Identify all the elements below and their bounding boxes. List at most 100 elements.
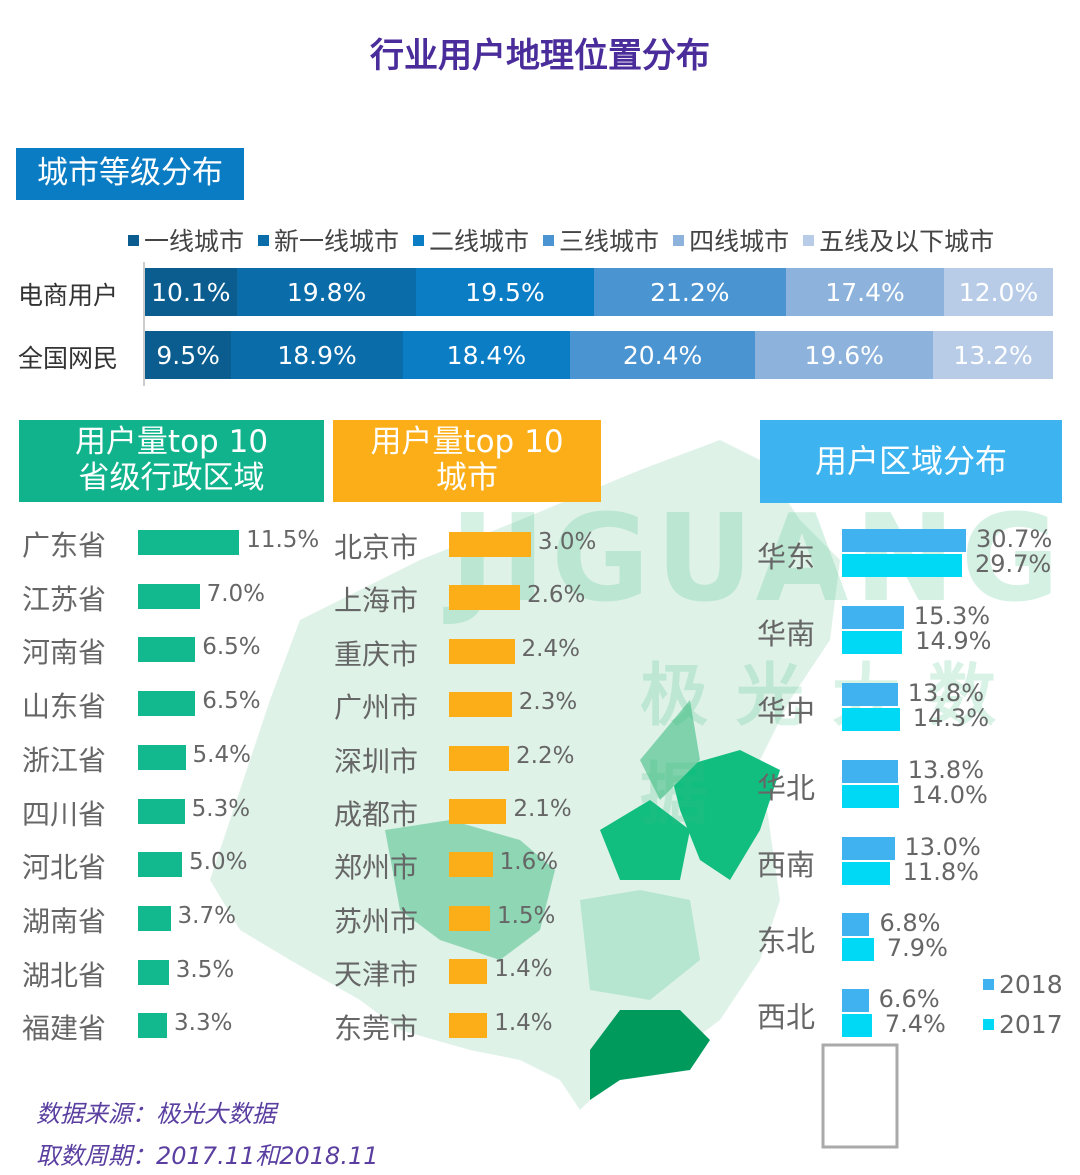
bar-segment: 18.4%	[402, 331, 570, 379]
category-label: 湖北省	[22, 958, 107, 992]
data-label: 6.6%	[878, 985, 940, 1013]
bar	[138, 583, 200, 609]
data-label: 3.3%	[174, 1010, 233, 1037]
data-label: 13.8%	[907, 679, 984, 707]
bar-segment: 13.2%	[933, 331, 1053, 379]
bar	[138, 798, 185, 824]
bar-2018	[842, 683, 898, 706]
bar	[138, 691, 196, 717]
bar-segment: 19.5%	[416, 268, 594, 316]
bar	[449, 799, 507, 824]
legend-swatch	[258, 234, 270, 246]
legend-label: 三线城市	[559, 227, 660, 256]
category-label: 北京市	[334, 531, 419, 564]
bar-segment: 12.0%	[944, 268, 1053, 316]
bar	[138, 959, 169, 985]
bar	[138, 905, 171, 931]
legend-label: 四线城市	[689, 227, 790, 256]
data-label: 6.5%	[202, 634, 261, 661]
legend-item: 三线城市	[543, 222, 659, 258]
data-label: 2.4%	[521, 635, 580, 662]
data-label: 14.3%	[912, 704, 990, 732]
data-label: 5.3%	[191, 795, 251, 822]
data-label: 29.7%	[974, 550, 1052, 578]
bar	[449, 532, 531, 557]
legend-swatch	[983, 979, 994, 990]
category-label: 江苏省	[22, 582, 107, 616]
data-label: 2.6%	[526, 582, 586, 609]
region-label: 西北	[757, 1000, 816, 1034]
bar-2017	[842, 862, 890, 885]
data-label: 11.8%	[902, 858, 979, 886]
category-label: 河北省	[22, 851, 107, 885]
legend-label: 二线城市	[429, 227, 530, 256]
bar-segment: 18.9%	[231, 331, 403, 379]
legend-swatch	[128, 234, 139, 246]
region-label: 华中	[757, 694, 816, 728]
data-label: 1.5%	[496, 902, 556, 929]
bar-2017	[842, 631, 903, 654]
data-label: 11.5%	[246, 527, 320, 553]
region-section-label: 用户区域分布	[760, 420, 1062, 503]
axis-line	[143, 262, 145, 386]
bar-segment: 17.4%	[786, 268, 945, 316]
bar-segment: 20.4%	[569, 331, 756, 379]
data-label: 1.4%	[494, 956, 553, 983]
bar	[449, 852, 493, 878]
category-label: 苏州市	[334, 904, 419, 938]
city-section-label: 用户量top 10 城市	[333, 420, 601, 502]
bar-2018	[842, 529, 967, 552]
data-label: 14.0%	[911, 781, 988, 809]
legend-item: 新一线城市	[258, 222, 399, 258]
bar-2017	[842, 1014, 872, 1037]
region-label: 华南	[757, 617, 816, 651]
label-line2: 城市	[435, 460, 498, 496]
data-label: 3.0%	[537, 529, 597, 555]
bar	[449, 638, 515, 664]
category-label: 郑州市	[334, 851, 419, 885]
bar-2017	[842, 708, 900, 731]
region-label: 东北	[757, 924, 816, 958]
category-label: 浙江省	[22, 743, 107, 777]
bar-2018	[842, 606, 904, 629]
data-label: 2.1%	[513, 796, 572, 822]
watermark-name: 极光大数据	[640, 657, 1025, 835]
region-label: 西南	[757, 848, 816, 882]
category-label: 四川省	[22, 797, 107, 831]
row-label: 全国网民	[18, 344, 119, 373]
category-label: 上海市	[334, 584, 419, 618]
legend-label: 2018	[999, 970, 1063, 999]
bar	[449, 745, 510, 771]
category-label: 福建省	[22, 1012, 107, 1046]
data-label: 5.0%	[189, 849, 248, 876]
data-label: 13.0%	[904, 833, 981, 861]
category-label: 山东省	[22, 690, 107, 724]
bar	[138, 637, 196, 663]
data-label: 14.9%	[915, 627, 992, 655]
bar-2017	[842, 785, 899, 808]
legend-label: 一线城市	[144, 227, 245, 256]
data-label: 7.4%	[884, 1010, 946, 1038]
legend-label: 2017	[999, 1010, 1063, 1039]
bar	[138, 744, 186, 770]
legend-item: 一线城市	[128, 222, 244, 258]
category-label: 深圳市	[334, 744, 419, 778]
bar	[449, 905, 490, 931]
page-title: 行业用户地理位置分布	[370, 36, 710, 76]
data-label: 1.6%	[499, 849, 559, 876]
bar	[449, 1012, 488, 1038]
legend-item: 四线城市	[673, 222, 789, 258]
data-label: 5.4%	[192, 741, 251, 768]
data-label: 1.4%	[494, 1009, 553, 1036]
legend-label: 五线及以下城市	[819, 227, 995, 256]
bar-2018	[842, 837, 895, 860]
legend-swatch	[673, 234, 685, 246]
data-label: 6.8%	[879, 909, 941, 937]
data-label: 7.0%	[206, 580, 266, 607]
bar-2017	[842, 554, 962, 577]
city-tier-legend: 一线城市 新一线城市 二线城市 三线城市 四线城市 五线及以下城市	[128, 222, 994, 258]
data-label: 7.9%	[886, 934, 948, 962]
bar-segment: 19.6%	[755, 331, 934, 379]
